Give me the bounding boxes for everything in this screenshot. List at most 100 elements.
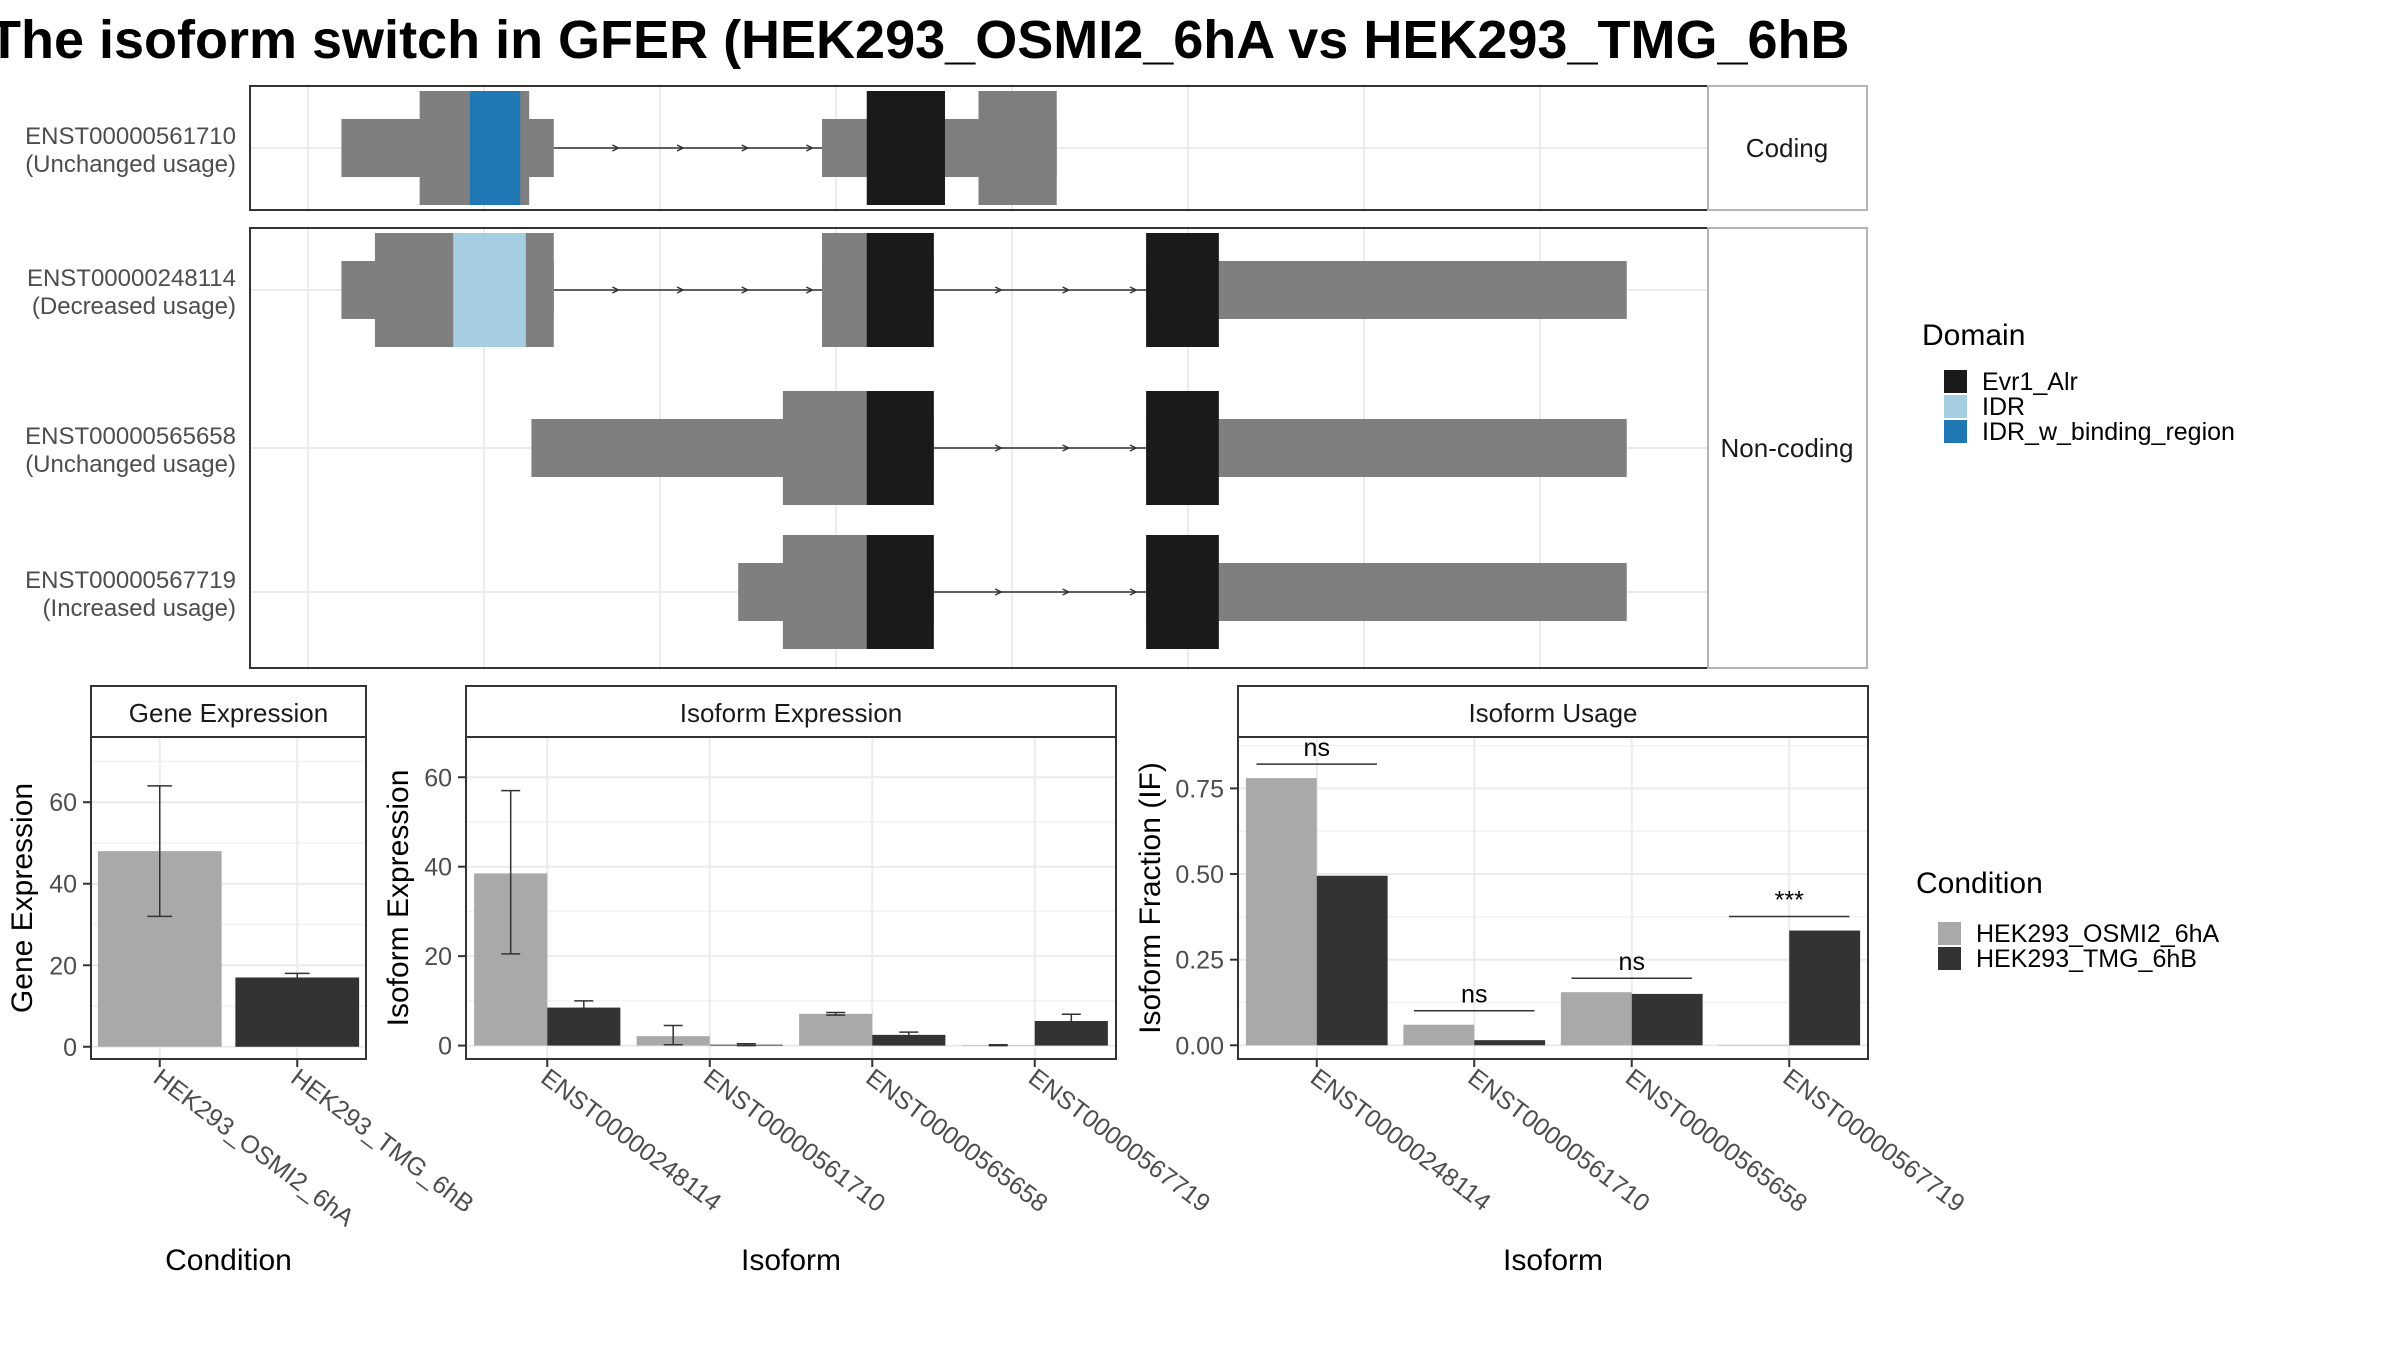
panel-strip-title: Gene Expression <box>129 698 328 728</box>
panel-strip-title: Isoform Expression <box>680 698 903 728</box>
y-axis-title: Isoform Expression <box>382 770 415 1027</box>
exon-utr <box>1146 419 1627 477</box>
isoform-usage-panel: Isoform Usage0.000.250.500.75nsnsns***EN… <box>1134 685 1970 1277</box>
bar <box>1718 1045 1790 1046</box>
x-axis-title: Condition <box>165 1244 292 1277</box>
transcript-id-label: ENST00000565658 <box>25 423 236 450</box>
y-tick-label: 20 <box>424 943 452 971</box>
domain-block <box>453 233 526 347</box>
transcript-usage-label: (Decreased usage) <box>32 293 236 320</box>
intron-arrow <box>1129 286 1138 294</box>
bar <box>1560 992 1632 1046</box>
bar <box>1316 875 1388 1046</box>
intron-arrow <box>612 144 621 152</box>
intron-arrow <box>994 286 1003 294</box>
bar <box>235 977 360 1047</box>
intron-arrow <box>741 286 750 294</box>
group-strip <box>1707 85 1868 211</box>
domain-block <box>866 391 934 505</box>
y-tick-label: 20 <box>49 952 77 980</box>
domain-legend-label: IDR_w_binding_region <box>1982 418 2235 446</box>
y-tick-label: 0.25 <box>1175 947 1224 975</box>
condition-legend-swatch <box>1938 922 1961 945</box>
domain-block <box>1146 535 1219 649</box>
domain-legend-label: IDR <box>1982 393 2025 421</box>
panel-strip <box>90 685 367 738</box>
group-strip <box>1707 227 1868 669</box>
domain-legend-swatch <box>1944 370 1967 393</box>
y-tick-label: 0 <box>438 1033 452 1061</box>
bar <box>799 1013 873 1046</box>
intron-arrow <box>676 144 685 152</box>
bar <box>1631 993 1703 1046</box>
panel-strip <box>465 685 1117 738</box>
domain-legend-swatch <box>1944 420 1967 443</box>
y-tick-label: 60 <box>424 764 452 792</box>
panel-border <box>90 736 367 1060</box>
transcript-id-label: ENST00000567719 <box>25 567 236 594</box>
figure-title: The isoform switch in GFER (HEK293_OSMI2… <box>0 10 1850 70</box>
intron-arrow <box>1062 588 1071 596</box>
condition-legend-label: HEK293_OSMI2_6hA <box>1976 920 2220 948</box>
intron-arrow <box>994 588 1003 596</box>
condition-legend-title: Condition <box>1916 867 2043 900</box>
intron-arrow <box>741 144 750 152</box>
intron-arrow <box>676 286 685 294</box>
intron-arrow <box>1062 444 1071 452</box>
bar <box>1789 930 1861 1046</box>
bar <box>872 1034 946 1046</box>
x-tick-label: ENST00000561710 <box>698 1063 890 1218</box>
panel-border <box>465 736 1117 1060</box>
exon-utr <box>1146 563 1627 621</box>
x-tick-label: ENST00000248114 <box>536 1063 727 1216</box>
panel-border <box>1237 736 1869 1060</box>
condition-legend-label: HEK293_TMG_6hB <box>1976 945 2197 973</box>
y-tick-label: 0.50 <box>1175 861 1224 889</box>
bar <box>1245 778 1317 1046</box>
significance-label: ns <box>1461 981 1487 1009</box>
y-tick-label: 60 <box>49 789 77 817</box>
y-tick-label: 0.00 <box>1175 1032 1224 1060</box>
domain-block <box>866 535 934 649</box>
domain-legend-swatch <box>1944 395 1967 418</box>
significance-label: ns <box>1619 948 1645 976</box>
panel-bg <box>466 737 1116 1059</box>
domain-block <box>1146 391 1219 505</box>
y-tick-label: 0.75 <box>1175 775 1224 803</box>
panel-strip <box>1237 685 1869 738</box>
x-axis-title: Isoform <box>1503 1244 1603 1277</box>
bar <box>1403 1024 1475 1046</box>
domain-legend-label: Evr1_Alr <box>1982 368 2078 396</box>
intron-arrow <box>1129 588 1138 596</box>
intron-arrow <box>805 286 815 294</box>
domain-legend-title: Domain <box>1922 319 2025 352</box>
panel-strip-title: Isoform Usage <box>1468 698 1637 728</box>
group-strips: Coding Non-coding <box>1707 85 1868 669</box>
condition-legend-swatch <box>1938 947 1961 970</box>
significance-label: ns <box>1304 734 1330 762</box>
bar <box>1474 1040 1546 1046</box>
intron-arrow <box>994 444 1003 452</box>
y-axis-title: Gene Expression <box>6 783 39 1013</box>
exon-coding <box>978 91 1057 205</box>
domain-block <box>866 91 945 205</box>
group-strip-label: Non-coding <box>1721 433 1854 463</box>
y-tick-label: 40 <box>424 854 452 882</box>
transcript-id-label: ENST00000561710 <box>25 123 236 150</box>
transcript-usage-label: (Increased usage) <box>43 595 236 622</box>
x-axis-title: Isoform <box>741 1244 841 1277</box>
intron-arrow <box>612 286 621 294</box>
significance-label: *** <box>1775 887 1804 915</box>
transcript-structure-panel: ENST00000561710(Unchanged usage) ENST0000… <box>25 85 1709 669</box>
domain-block <box>1146 233 1219 347</box>
domain-block <box>866 233 934 347</box>
transcript-id-label: ENST00000248114 <box>27 265 236 292</box>
exon-utr <box>1146 261 1627 319</box>
intron-arrow <box>805 144 815 152</box>
transcript-usage-label: (Unchanged usage) <box>25 151 236 178</box>
isoform-expression-panel: Isoform Expression 0 20 40 60 ENST00000248114… <box>382 685 1215 1277</box>
group-strip-label: Coding <box>1746 133 1828 163</box>
